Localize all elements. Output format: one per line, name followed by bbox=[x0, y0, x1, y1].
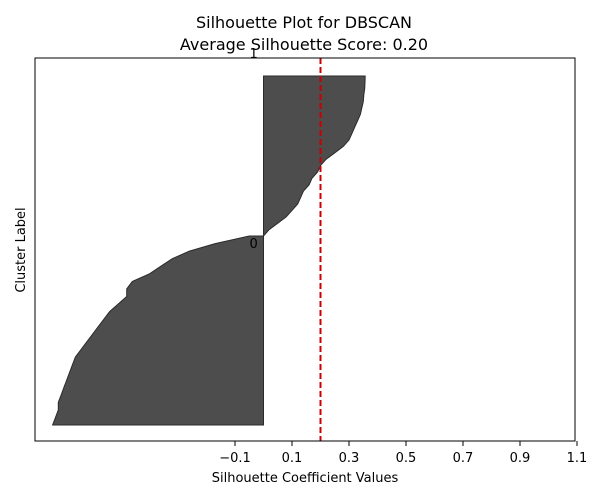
cluster-label-0: 0 bbox=[250, 237, 258, 252]
x-tick-label: 0.9 bbox=[510, 451, 531, 466]
y-axis-label: Cluster Label bbox=[14, 207, 29, 292]
x-axis-label: Silhouette Coefficient Values bbox=[212, 471, 399, 486]
x-tick-label: −0.1 bbox=[219, 451, 251, 466]
plot-frame bbox=[34, 57, 576, 442]
silhouette-cluster-1 bbox=[263, 75, 366, 238]
plot-area: 01 bbox=[51, 47, 366, 441]
x-tick-label: 0.5 bbox=[396, 451, 417, 466]
x-tick-label: 1.1 bbox=[567, 451, 588, 466]
x-tick-label: 0.7 bbox=[453, 451, 474, 466]
x-tick-label: 0.3 bbox=[339, 451, 360, 466]
chart-title: Silhouette Plot for DBSCAN bbox=[196, 13, 412, 32]
silhouette-cluster-0 bbox=[51, 235, 264, 426]
cluster-label-1: 1 bbox=[250, 47, 258, 62]
chart-subtitle: Average Silhouette Score: 0.20 bbox=[180, 35, 428, 54]
x-axis: −0.1 0.1 0.3 0.5 0.7 0.9 1.1 bbox=[219, 441, 587, 466]
x-tick-label: 0.1 bbox=[282, 451, 303, 466]
